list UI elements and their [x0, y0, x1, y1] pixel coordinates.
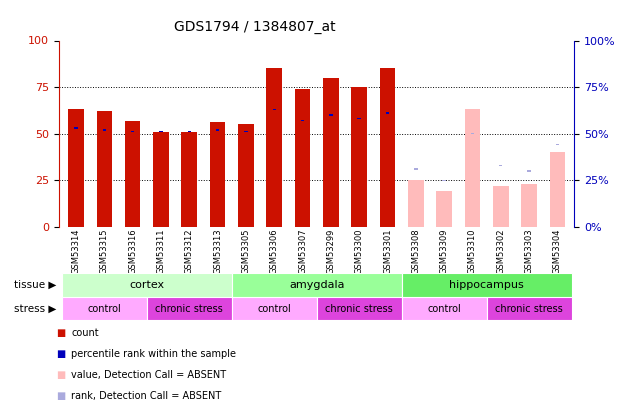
Bar: [408, 180, 424, 227]
Text: chronic stress: chronic stress: [325, 304, 393, 313]
Bar: [414, 168, 417, 170]
Bar: [301, 120, 304, 121]
Text: chronic stress: chronic stress: [495, 304, 563, 313]
Bar: [181, 132, 197, 227]
Bar: [465, 109, 480, 227]
Bar: [153, 132, 169, 227]
Bar: [238, 124, 254, 227]
Text: GDS1794 / 1384807_at: GDS1794 / 1384807_at: [174, 20, 335, 34]
Bar: [295, 89, 310, 227]
Bar: [437, 192, 452, 227]
Text: count: count: [71, 328, 99, 337]
Bar: [521, 184, 537, 227]
Bar: [402, 297, 487, 320]
Bar: [266, 68, 282, 227]
Text: control: control: [88, 304, 121, 313]
Bar: [125, 121, 140, 227]
Bar: [62, 297, 147, 320]
Text: control: control: [257, 304, 291, 313]
Bar: [499, 165, 502, 166]
Text: tissue ▶: tissue ▶: [14, 280, 56, 290]
Bar: [147, 297, 232, 320]
Bar: [527, 170, 531, 172]
Text: value, Detection Call = ABSENT: value, Detection Call = ABSENT: [71, 370, 227, 379]
Bar: [329, 114, 333, 116]
Text: percentile rank within the sample: percentile rank within the sample: [71, 349, 237, 358]
Text: ■: ■: [56, 349, 65, 358]
Text: ■: ■: [56, 391, 65, 401]
Text: rank, Detection Call = ABSENT: rank, Detection Call = ABSENT: [71, 391, 222, 401]
Text: chronic stress: chronic stress: [155, 304, 223, 313]
Bar: [442, 179, 446, 181]
Bar: [75, 128, 78, 129]
Text: cortex: cortex: [129, 280, 165, 290]
Bar: [471, 133, 474, 134]
Bar: [159, 131, 163, 132]
Bar: [102, 129, 106, 130]
Text: stress ▶: stress ▶: [14, 304, 56, 313]
Bar: [216, 129, 219, 130]
Bar: [402, 273, 571, 297]
Bar: [493, 186, 509, 227]
Text: ■: ■: [56, 328, 65, 337]
Bar: [210, 122, 225, 227]
Text: hippocampus: hippocampus: [449, 280, 524, 290]
Bar: [273, 109, 276, 110]
Bar: [487, 297, 571, 320]
Bar: [68, 109, 84, 227]
Bar: [244, 131, 248, 132]
Bar: [232, 273, 402, 297]
Bar: [317, 297, 402, 320]
Text: amygdala: amygdala: [289, 280, 345, 290]
Bar: [62, 273, 232, 297]
Bar: [351, 87, 367, 227]
Bar: [379, 68, 396, 227]
Bar: [323, 78, 338, 227]
Bar: [358, 118, 361, 119]
Bar: [232, 297, 317, 320]
Text: control: control: [427, 304, 461, 313]
Bar: [131, 131, 134, 132]
Bar: [188, 131, 191, 132]
Bar: [386, 113, 389, 114]
Bar: [96, 111, 112, 227]
Bar: [556, 144, 559, 145]
Bar: [550, 152, 565, 227]
Text: ■: ■: [56, 370, 65, 379]
